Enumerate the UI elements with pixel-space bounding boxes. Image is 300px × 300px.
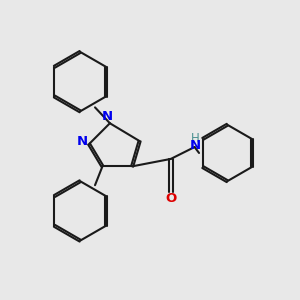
Text: N: N: [101, 110, 112, 123]
Text: O: O: [165, 192, 176, 205]
Text: N: N: [190, 139, 201, 152]
Text: N: N: [77, 135, 88, 148]
Text: H: H: [191, 132, 200, 145]
